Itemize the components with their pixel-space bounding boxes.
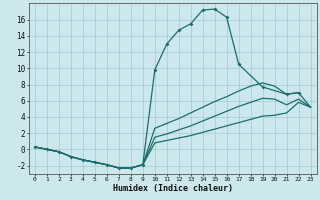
X-axis label: Humidex (Indice chaleur): Humidex (Indice chaleur) [113, 184, 233, 193]
